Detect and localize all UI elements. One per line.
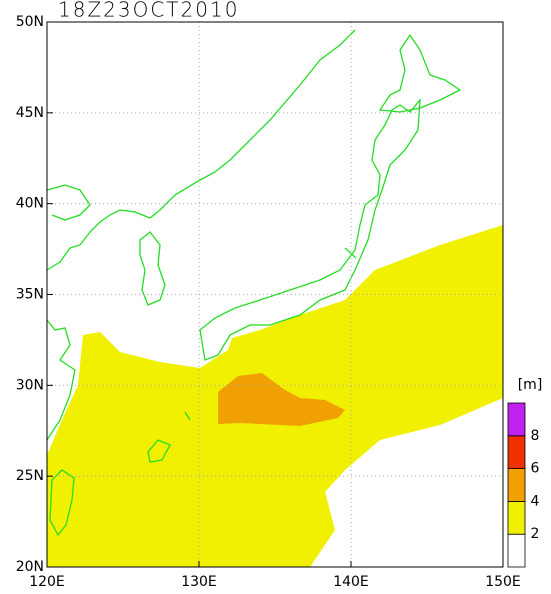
- colorbar-segment: [507, 500, 526, 535]
- x-tick-label: 130E: [181, 574, 217, 590]
- colorbar-label: 6: [531, 461, 540, 477]
- wave-field-4-6m: [218, 373, 345, 426]
- colorbar-unit: [m]: [518, 377, 543, 393]
- x-tick-label: 120E: [29, 574, 65, 590]
- colorbar-label: 8: [531, 428, 540, 444]
- colorbar-segment: [507, 435, 526, 469]
- colorbar-label: 2: [531, 526, 540, 542]
- y-tick-label: 35N: [16, 287, 44, 303]
- colorbar-segment: [507, 533, 526, 568]
- x-tick-label: 150E: [485, 574, 521, 590]
- y-tick-label: 50N: [16, 14, 44, 30]
- y-tick-label: 25N: [16, 468, 44, 484]
- map-plot: [46, 21, 504, 568]
- colorbar-label: 4: [531, 493, 540, 509]
- y-tick-label: 20N: [16, 559, 44, 575]
- colorbar-segment: [507, 468, 526, 502]
- map-title: 18Z23OCT2010: [58, 0, 239, 22]
- y-tick-label: 45N: [16, 105, 44, 121]
- coastlines: [46, 29, 462, 537]
- colorbar: 2 4 6 8: [507, 402, 540, 568]
- y-tick-label: 40N: [16, 196, 44, 212]
- colorbar-segment: [507, 402, 526, 437]
- y-tick-label: 30N: [16, 377, 44, 393]
- x-tick-label: 140E: [333, 574, 369, 590]
